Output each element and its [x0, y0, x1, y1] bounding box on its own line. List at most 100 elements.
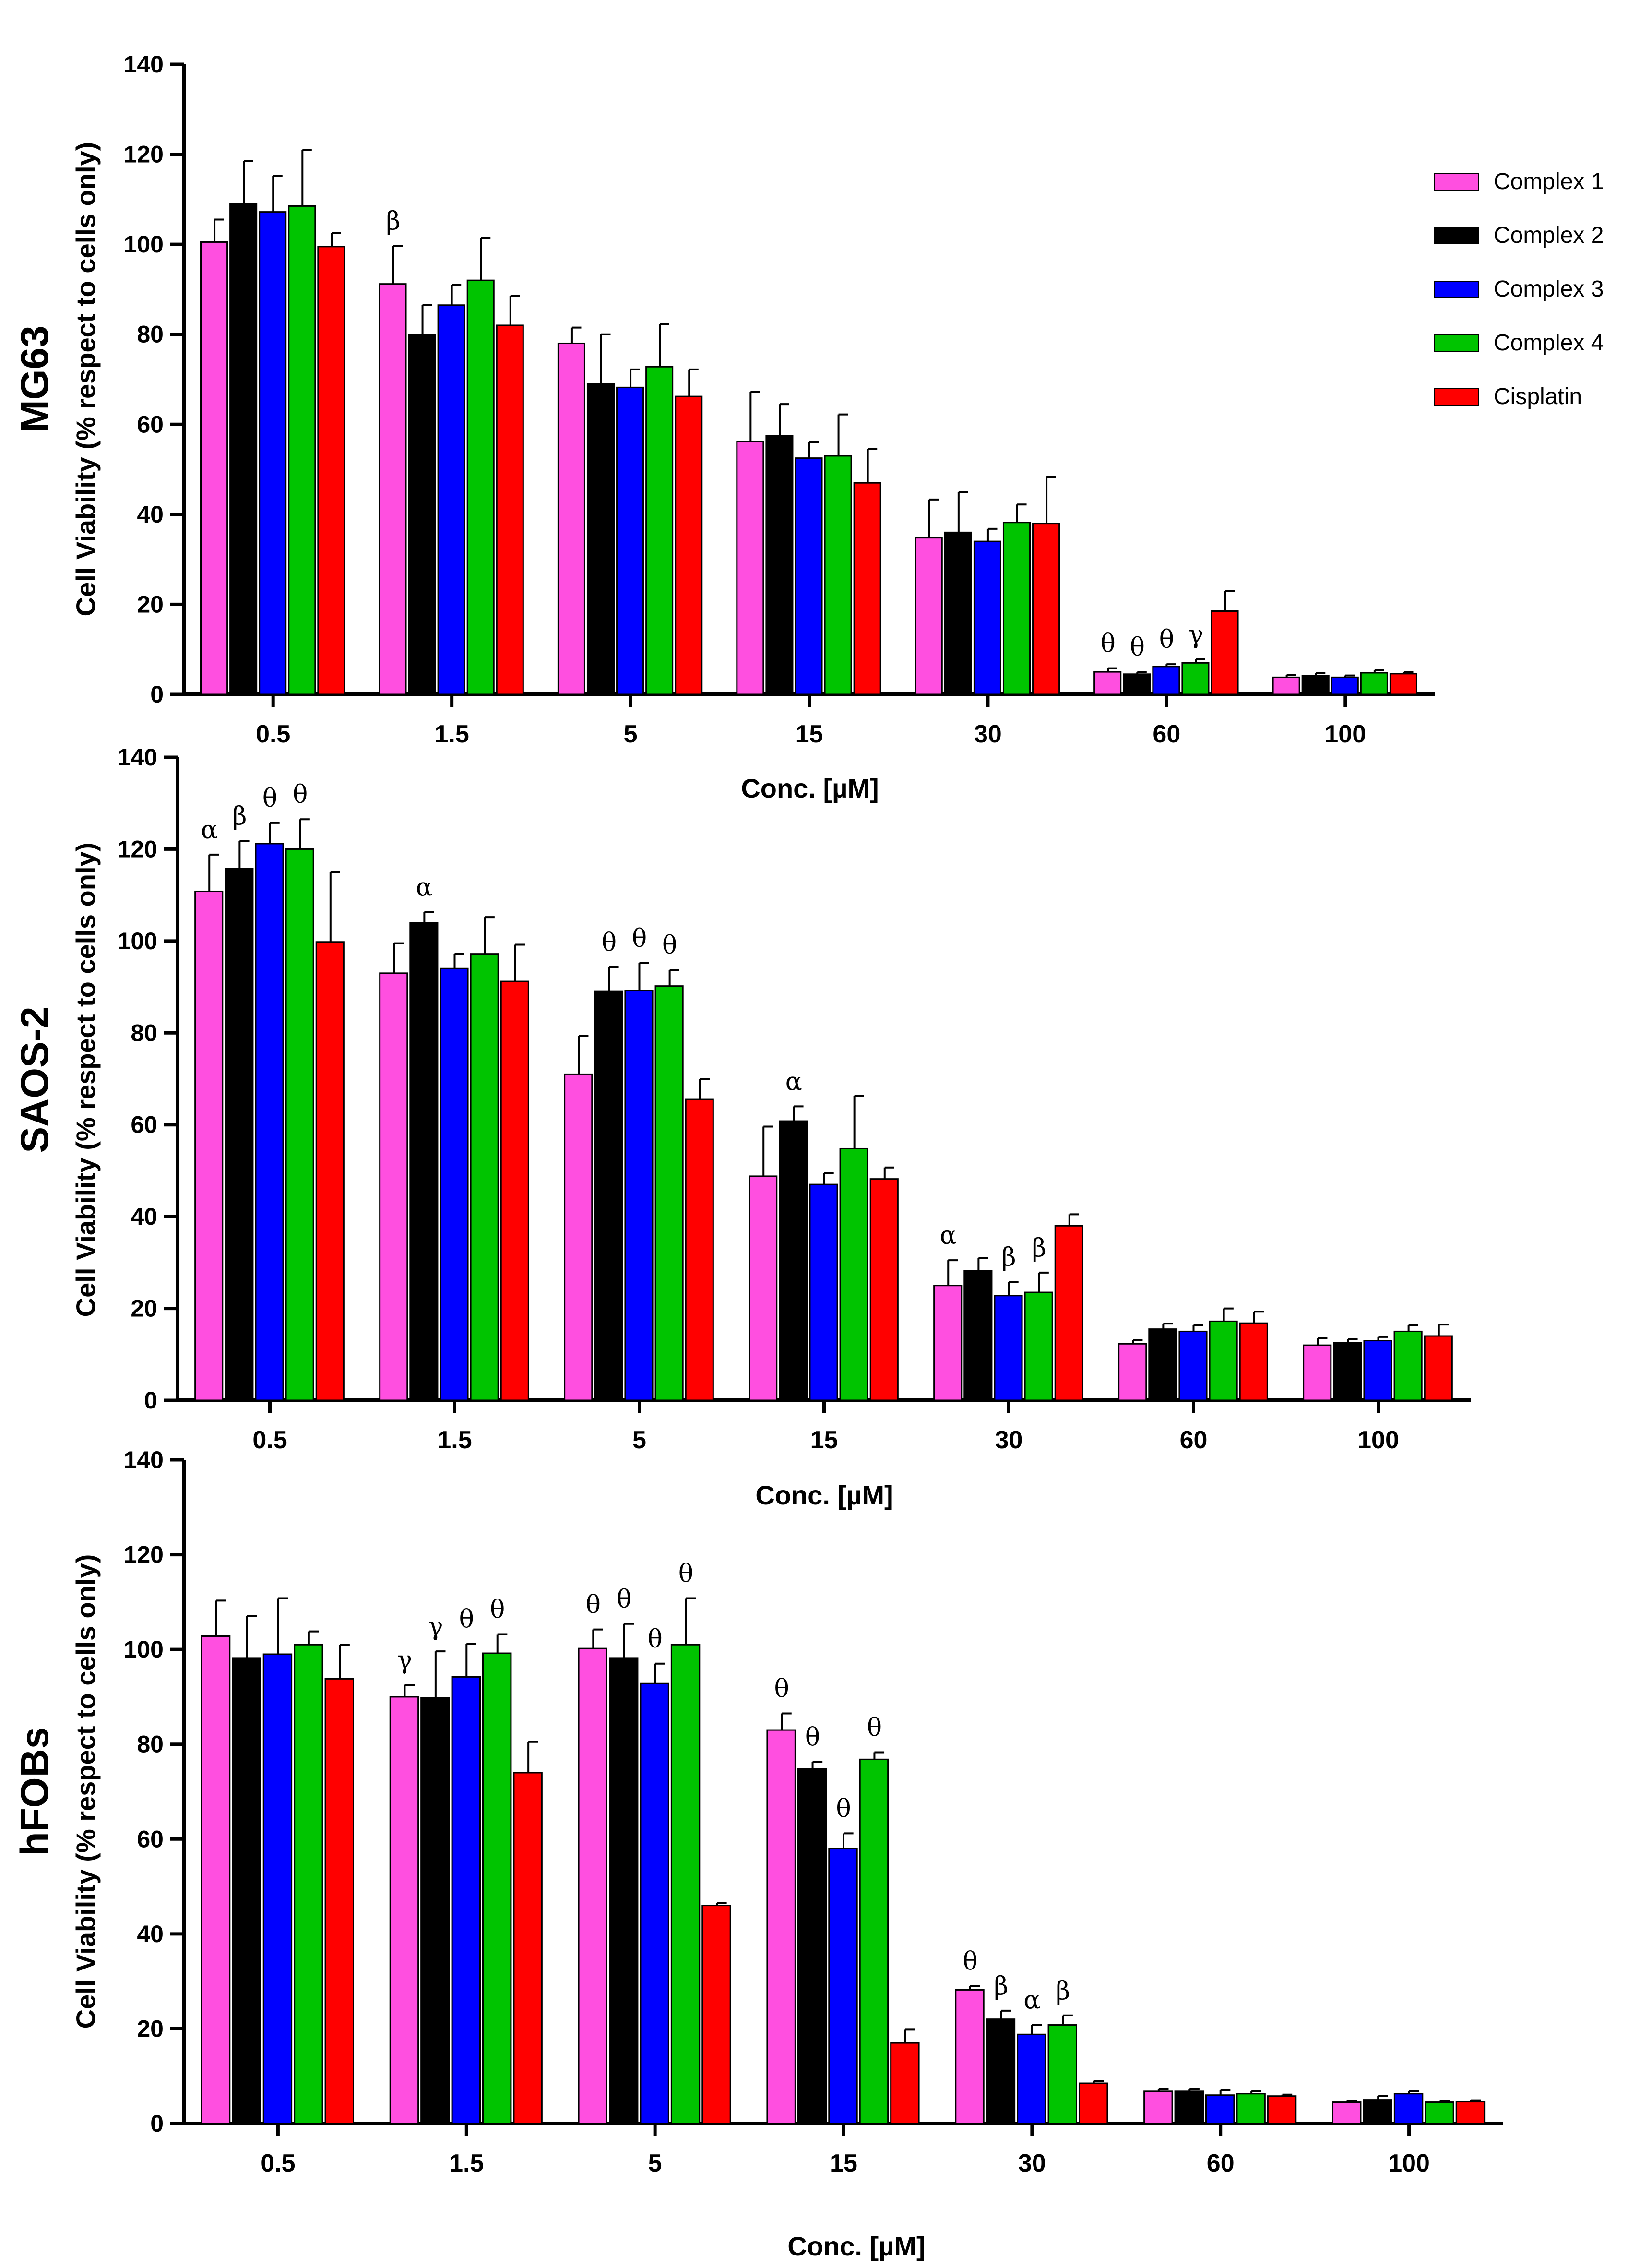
legend-label: Cisplatin [1494, 384, 1582, 409]
significance-annotation: θ [262, 784, 277, 813]
y-tick-label: 40 [137, 501, 164, 528]
bar-cisplatin-5 [675, 395, 703, 695]
bar-complex-4-5 [645, 366, 674, 695]
bar-complex-4-30 [1002, 522, 1031, 695]
x-tick-label: 1.5 [449, 2149, 484, 2177]
bar-complex-2-30 [944, 531, 972, 695]
y-tick-label: 60 [137, 411, 164, 438]
significance-annotation: θ [774, 1675, 789, 1704]
bar-cisplatin-30 [1032, 523, 1060, 695]
bar-complex-3-100 [1363, 1340, 1392, 1401]
bar-cisplatin-100 [1455, 2101, 1486, 2124]
bar-complex-3-100 [1331, 676, 1359, 695]
significance-annotation: θ [867, 1714, 882, 1742]
bar-complex-4-60 [1209, 1320, 1238, 1401]
significance-annotation: θ [617, 1585, 631, 1614]
legend-label: Complex 2 [1494, 223, 1604, 248]
bar-complex-4-100 [1393, 1330, 1423, 1401]
bar-complex-2-60 [1148, 1328, 1177, 1401]
bar-complex-3-60 [1205, 2094, 1235, 2124]
significance-annotation: β [994, 1972, 1008, 2001]
bar-cisplatin-30 [1079, 2082, 1108, 2124]
bar-complex-1-5 [564, 1073, 593, 1401]
y-axis-title: Cell Viability (% respect to cells only) [71, 142, 101, 617]
bar-complex-3-15 [809, 1183, 838, 1401]
bar-complex-1-100 [1272, 676, 1300, 695]
bar-complex-1-60 [1093, 671, 1122, 695]
y-tick-label: 60 [137, 1826, 164, 1852]
y-tick-label: 40 [131, 1203, 157, 1230]
y-tick-label: 140 [124, 51, 164, 78]
bar-complex-2-1.5 [420, 1697, 450, 2124]
x-tick-label: 100 [1324, 720, 1366, 748]
bar-complex-1-1.5 [379, 283, 407, 695]
x-tick-label: 1.5 [434, 720, 469, 748]
y-tick-label: 120 [118, 835, 157, 862]
bar-complex-3-5 [616, 386, 644, 695]
bar-cisplatin-5 [685, 1098, 714, 1401]
bar-cisplatin-1.5 [496, 324, 524, 695]
x-tick-label: 100 [1357, 1426, 1399, 1454]
bar-complex-4-1.5 [466, 279, 495, 695]
y-tick-label: 60 [131, 1111, 157, 1138]
legend-label: Complex 3 [1494, 276, 1604, 302]
significance-annotation: θ [490, 1596, 505, 1624]
bar-cisplatin-30 [1054, 1225, 1083, 1401]
bar-cisplatin-0.5 [324, 1678, 354, 2124]
bar-complex-1-0.5 [200, 241, 228, 695]
x-axis-title: Conc. [µM] [755, 1480, 893, 1510]
y-tick-label: 120 [124, 141, 164, 168]
bar-complex-2-15 [765, 435, 794, 695]
bar-complex-1-15 [736, 441, 764, 695]
bar-complex-3-5 [640, 1682, 669, 2124]
bar-complex-1-100 [1303, 1344, 1332, 1401]
bar-complex-3-1.5 [437, 304, 465, 695]
y-tick-label: 80 [137, 321, 164, 348]
bar-complex-4-1.5 [470, 953, 499, 1401]
x-tick-label: 15 [796, 720, 823, 748]
significance-annotation: θ [836, 1794, 851, 1823]
legend-label: Complex 4 [1494, 330, 1604, 356]
significance-annotation: β [1056, 1977, 1070, 2005]
bar-cisplatin-100 [1424, 1335, 1453, 1401]
x-axis-title: Conc. [µM] [741, 773, 879, 803]
bar-complex-3-30 [994, 1295, 1023, 1401]
bar-cisplatin-60 [1239, 1322, 1268, 1401]
significance-annotation: γ [397, 1646, 412, 1675]
bar-cisplatin-15 [853, 482, 881, 695]
y-axis-title: Cell Viability (% respect to cells only) [71, 1554, 101, 2029]
significance-annotation: α [785, 1067, 802, 1096]
bar-cisplatin-0.5 [315, 941, 345, 1401]
y-tick-label: 20 [137, 591, 164, 618]
bar-complex-4-30 [1024, 1291, 1053, 1401]
bar-complex-2-5 [594, 990, 623, 1401]
significance-annotation: θ [963, 1947, 977, 1976]
significance-annotation: β [1001, 1243, 1016, 1272]
bar-complex-3-60 [1178, 1330, 1208, 1401]
significance-annotation: θ [293, 780, 308, 809]
bar-cisplatin-5 [701, 1905, 731, 2124]
legend-swatch [1434, 334, 1479, 352]
y-tick-label: 40 [137, 1921, 164, 1947]
bar-complex-3-30 [1017, 2033, 1046, 2124]
x-tick-label: 5 [624, 720, 638, 748]
legend-swatch [1434, 173, 1479, 191]
bar-complex-3-1.5 [440, 967, 469, 1401]
bar-complex-3-1.5 [451, 1676, 481, 2124]
bar-cisplatin-0.5 [317, 246, 345, 695]
y-axis-title: Cell Viability (% respect to cells only) [71, 843, 101, 1317]
significance-annotation: α [201, 816, 218, 845]
bar-complex-3-100 [1393, 2093, 1424, 2124]
significance-annotation: γ [428, 1612, 443, 1641]
panel-title: MG63 [13, 325, 57, 432]
legend-swatch [1434, 281, 1479, 298]
bar-complex-3-15 [795, 457, 823, 695]
bar-complex-2-0.5 [232, 1657, 261, 2124]
bar-complex-1-30 [955, 1989, 985, 2124]
x-tick-label: 5 [648, 2149, 662, 2177]
x-tick-label: 60 [1153, 720, 1180, 748]
significance-annotation: θ [1130, 633, 1145, 662]
bar-cisplatin-1.5 [500, 980, 529, 1401]
x-tick-label: 100 [1388, 2149, 1430, 2177]
